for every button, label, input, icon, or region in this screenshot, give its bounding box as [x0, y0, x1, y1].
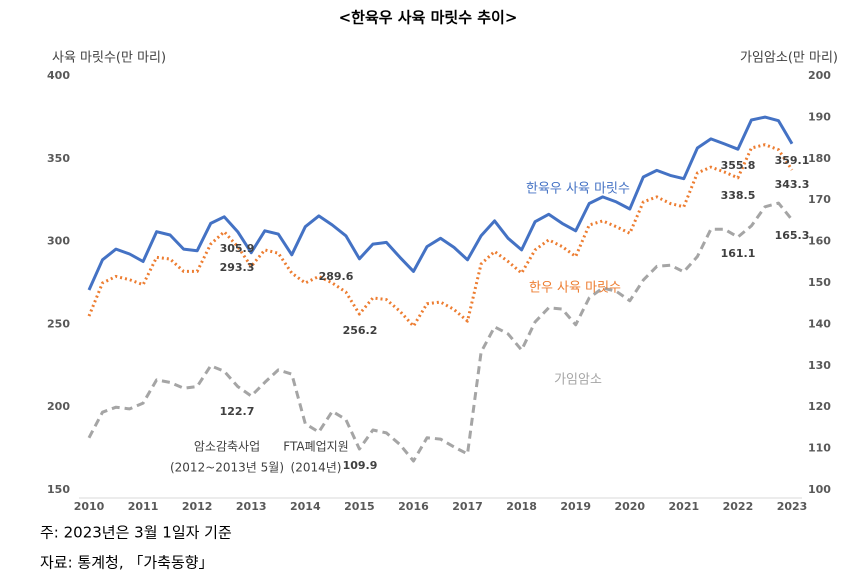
x-tick-label: 2021 [669, 500, 700, 513]
note: 자료: 통계청, 「가축동향」 [40, 554, 214, 572]
data-label: 293.3 [220, 261, 255, 274]
y2-tick-label: 120 [808, 400, 831, 413]
chart-title: <한육우 사육 마릿수 추이> [339, 9, 518, 27]
y2-tick-label: 130 [808, 359, 831, 372]
data-label: 355.8 [721, 159, 756, 172]
y-axis-title: 사육 마릿수(만 마리) [52, 51, 166, 66]
y-tick-label: 200 [47, 400, 70, 413]
data-label: 289.6 [319, 270, 354, 283]
data-label: 359.1 [775, 154, 810, 167]
x-tick-label: 2013 [236, 500, 267, 513]
series-line [87, 143, 794, 328]
y2-tick-label: 140 [808, 317, 831, 330]
data-label: 109.9 [343, 459, 378, 472]
x-tick-label: 2011 [128, 500, 159, 513]
x-tick-label: 2014 [290, 500, 321, 513]
y2-tick-label: 170 [808, 193, 831, 206]
x-tick-label: 2016 [398, 500, 429, 513]
y2-tick-label: 190 [808, 110, 831, 123]
y2-axis-title: 가임암소(만 마리) [740, 51, 838, 66]
y-tick-label: 150 [47, 483, 70, 496]
y2-tick-label: 180 [808, 152, 831, 165]
note: 주: 2023년은 3월 1일자 기준 [40, 524, 232, 542]
x-tick-label: 2017 [452, 500, 483, 513]
x-tick-label: 2023 [777, 500, 808, 513]
series-label: 가임암소 [554, 373, 602, 388]
x-tick-label: 2019 [560, 500, 591, 513]
y2-tick-label: 200 [808, 69, 831, 82]
series-line [87, 201, 794, 463]
y2-tick-label: 160 [808, 235, 831, 248]
x-tick-label: 2018 [506, 500, 537, 513]
data-label: 338.5 [721, 189, 756, 202]
y-tick-label: 350 [47, 152, 70, 165]
x-tick-label: 2015 [344, 500, 375, 513]
y2-tick-label: 110 [808, 442, 831, 455]
data-label: 165.3 [775, 229, 810, 242]
y-tick-label: 300 [47, 235, 70, 248]
y2-tick-label: 100 [808, 483, 831, 496]
x-tick-label: 2010 [74, 500, 105, 513]
data-label: 122.7 [220, 405, 255, 418]
annotation: 암소감축사업 [194, 440, 260, 454]
y-tick-label: 400 [47, 69, 70, 82]
annotation: FTA폐업지원 [283, 440, 348, 454]
series-line [87, 115, 794, 291]
annotation: (2012~2013년 5월) [170, 461, 284, 475]
series-label: 한우 사육 마릿수 [529, 281, 621, 296]
series-label: 한육우 사육 마릿수 [526, 182, 630, 197]
data-label: 256.2 [343, 324, 378, 337]
y2-tick-label: 150 [808, 276, 831, 289]
data-label: 305.9 [220, 242, 255, 255]
y-tick-label: 250 [47, 317, 70, 330]
annotation: (2014년) [291, 461, 342, 475]
data-label: 161.1 [721, 247, 756, 260]
x-tick-label: 2020 [614, 500, 645, 513]
x-tick-label: 2012 [182, 500, 213, 513]
data-label: 343.3 [775, 178, 810, 191]
x-tick-label: 2022 [723, 500, 754, 513]
